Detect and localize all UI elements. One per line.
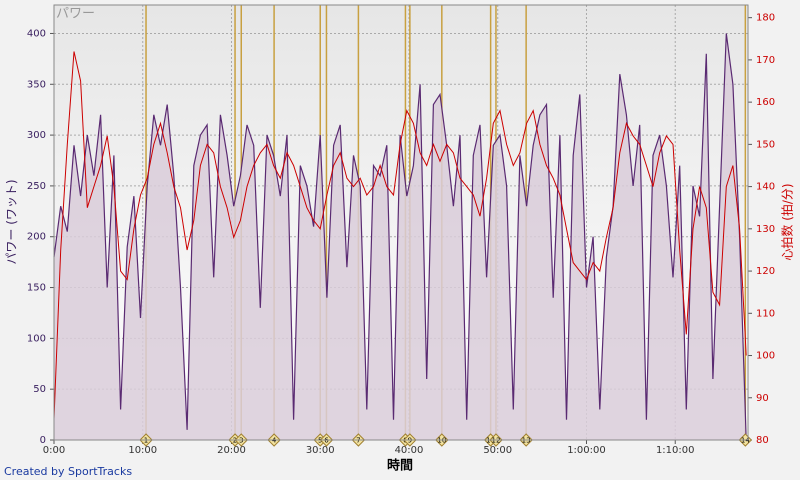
y-tick-label: 100 (27, 333, 46, 344)
y2-tick-label: 180 (756, 13, 775, 24)
series-line (53, 33, 747, 441)
x-tick-label: 50:00 (483, 445, 512, 456)
y2-tick-label: 170 (756, 55, 775, 66)
x-tick-label: 40:00 (395, 445, 424, 456)
y-tick-label: 250 (27, 181, 46, 192)
y2-tick-label: 130 (756, 224, 775, 235)
y2-tick-label: 150 (756, 139, 775, 150)
y2-tick-label: 80 (756, 435, 769, 446)
x-tick-label: 30:00 (306, 445, 335, 456)
legend-label: パワー (56, 7, 95, 22)
x-tick-label: 1:00:00 (567, 445, 606, 456)
series-line (53, 51, 747, 419)
y2-tick-label: 110 (756, 308, 775, 319)
y2-tick-label: 120 (756, 266, 775, 277)
y2-tick-label: 90 (756, 393, 769, 404)
y2-axis-label: 心拍数 (拍/分) (780, 183, 795, 260)
plot-border (53, 4, 749, 441)
credit: Created by SportTracks (4, 465, 132, 478)
y-tick-label: 400 (27, 28, 46, 39)
x-tick-label: 0:00 (43, 445, 65, 456)
y-tick-label: 200 (27, 232, 46, 243)
y-tick-label: 50 (33, 384, 46, 395)
y-tick-label: 350 (27, 79, 46, 90)
x-axis-label: 時間 (387, 458, 413, 474)
series-area (54, 33, 747, 440)
y2-tick-label: 140 (756, 182, 775, 193)
y-tick-label: 0 (40, 435, 46, 446)
y-tick-label: 150 (27, 283, 46, 294)
x-tick-label: 1:10:00 (656, 445, 695, 456)
y-axis-label: パワー (ワット) (5, 179, 19, 264)
x-tick-label: 10:00 (128, 445, 157, 456)
y2-tick-label: 100 (756, 351, 775, 362)
y2-tick-label: 160 (756, 97, 775, 108)
x-tick-label: 20:00 (217, 445, 246, 456)
y-tick-label: 300 (27, 130, 46, 141)
